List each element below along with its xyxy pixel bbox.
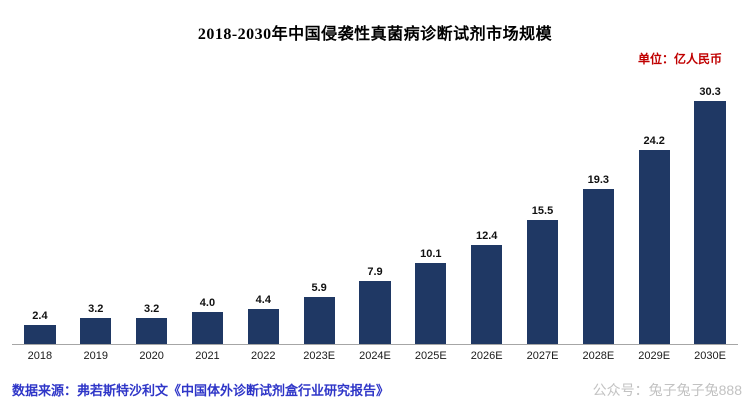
bar (415, 263, 447, 344)
bar (247, 309, 279, 344)
bar (135, 318, 168, 344)
bar-value-label: 3.2 (143, 303, 160, 315)
bar (582, 189, 614, 344)
bar-value-label: 5.9 (311, 282, 327, 294)
x-axis-label: 2025E (414, 350, 447, 362)
bar-group: 3.2 (124, 78, 180, 344)
bar (191, 312, 224, 344)
bar-value-label: 15.5 (531, 205, 554, 217)
bar-group: 2.4 (12, 78, 68, 344)
bar-value-label: 2.4 (32, 310, 48, 322)
x-axis-label: 2027E (526, 350, 559, 362)
x-axis-label: 2029E (638, 350, 671, 362)
x-axis-label: 2022 (251, 350, 276, 362)
bar (24, 325, 56, 344)
x-axis-label: 2026E (470, 350, 503, 362)
bar-group: 15.5 (515, 78, 571, 344)
x-axis-label: 2019 (83, 350, 108, 362)
bar-value-label: 3.2 (88, 303, 104, 315)
chart-title: 2018-2030年中国侵袭性真菌病诊断试剂市场规模 (197, 26, 553, 43)
bar-group: 24.2 (626, 78, 682, 344)
plot-area: 2.4 3.2 3.2 4.0 4.4 5.9 7.9 10.1 12.4 15.5 19.3 24.… (12, 78, 738, 344)
source-text: 数据来源：弗若斯特沙利文《中国体外诊断试剂盒行业研究报告》 (12, 383, 390, 398)
x-axis-label: 2024E (359, 350, 391, 362)
unit-label: 单位：亿人民币 (637, 52, 722, 66)
chart-area: 2.4 3.2 3.2 4.0 4.4 5.9 7.9 10.1 12.4 15.5 19.3 24.… (12, 78, 738, 362)
bar-group: 4.4 (235, 78, 291, 344)
x-axis-label: 2021 (195, 350, 220, 362)
bar-group: 4.0 (180, 78, 236, 344)
x-axis-label: 2018 (27, 350, 53, 362)
bar-value-label: 19.3 (587, 174, 610, 186)
bar (80, 318, 112, 344)
bar-group: 3.2 (68, 78, 124, 344)
bar-value-label: 7.9 (367, 266, 383, 278)
x-axis-label: 2028E (582, 350, 615, 362)
bar-group: 10.1 (403, 78, 459, 344)
bar-value-label: 12.4 (475, 230, 498, 242)
bar (471, 245, 503, 344)
bar-group: 12.4 (459, 78, 515, 344)
bar-group: 19.3 (570, 78, 626, 344)
bar-value-label: 24.2 (643, 135, 665, 147)
bar-value-label: 10.1 (420, 248, 442, 260)
bar-group: 5.9 (291, 78, 347, 344)
bar-group: 30.3 (682, 78, 738, 344)
watermark: 公众号：兔子兔子兔888 (592, 382, 742, 398)
x-axis-label: 2020 (139, 350, 164, 362)
x-axis-labels: 2018 2019 2020 2021 2022 2023E 2024E 2025E 2026E… (12, 344, 738, 362)
x-axis-label: 2023E (303, 350, 336, 362)
bar (694, 101, 726, 344)
bar (526, 220, 559, 344)
bar (303, 297, 335, 344)
bar (638, 150, 670, 344)
x-axis-label: 2030E (694, 350, 726, 362)
bar-value-label: 30.3 (699, 86, 721, 98)
bar-value-label: 4.4 (255, 294, 271, 306)
bar-value-label: 4.0 (199, 297, 216, 309)
bar-group: 7.9 (347, 78, 403, 344)
bar (359, 281, 391, 344)
